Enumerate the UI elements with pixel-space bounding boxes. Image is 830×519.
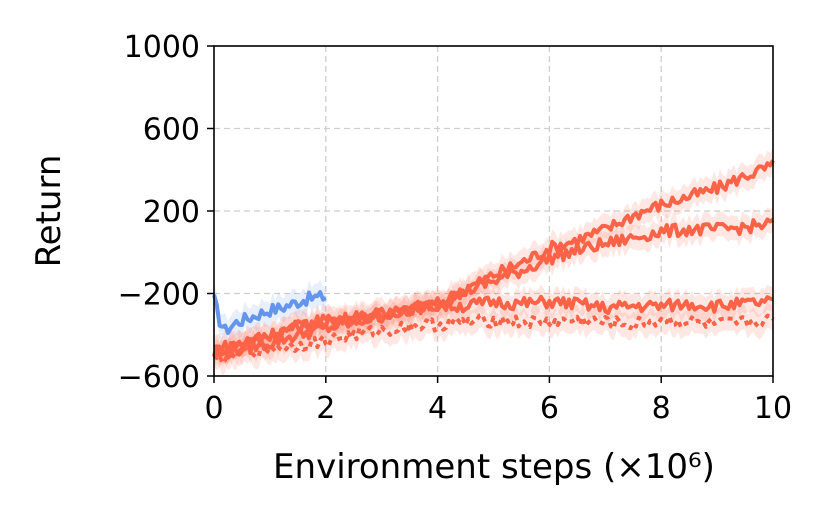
x-tick-label: 2 bbox=[316, 391, 335, 426]
series-bands bbox=[214, 148, 773, 376]
series-band bbox=[214, 148, 773, 369]
y-tick-label: −200 bbox=[118, 278, 200, 313]
y-tick-label: 1000 bbox=[124, 30, 200, 65]
x-tick-label: 4 bbox=[428, 391, 447, 426]
x-tick-label: 8 bbox=[652, 391, 671, 426]
x-tick-label: 6 bbox=[540, 391, 559, 426]
series-line bbox=[212, 313, 775, 366]
axis-ticks: 0 2 4 6 8 10 −600 −200 200 600 1000 bbox=[118, 30, 793, 426]
y-tick-label: 200 bbox=[143, 195, 200, 230]
series-line bbox=[212, 217, 775, 360]
x-tick-label: 0 bbox=[204, 391, 223, 426]
series-line bbox=[212, 159, 775, 357]
y-axis-title: Return bbox=[29, 155, 69, 268]
series-band bbox=[214, 207, 773, 371]
y-tick-label: 600 bbox=[143, 113, 200, 148]
x-axis-title: Environment steps (×10⁶) bbox=[273, 447, 715, 487]
series-line bbox=[213, 294, 774, 356]
series-line bbox=[212, 290, 327, 335]
y-tick-label: −600 bbox=[118, 360, 200, 395]
x-tick-label: 10 bbox=[754, 391, 792, 426]
series-lines bbox=[212, 159, 775, 366]
